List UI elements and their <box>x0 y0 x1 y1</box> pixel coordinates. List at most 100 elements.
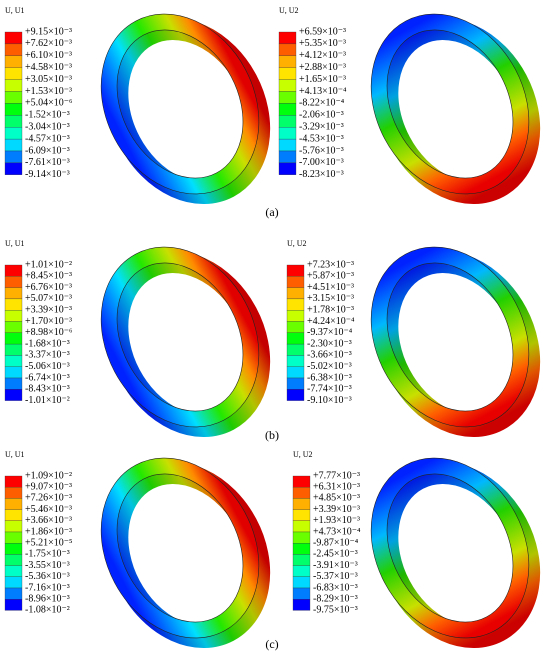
legend-value: +6.10×10⁻³ <box>25 50 72 61</box>
legend-swatch <box>278 67 297 80</box>
legend-value: -5.02×10⁻³ <box>307 361 352 372</box>
legend-value: -7.74×10⁻³ <box>307 384 352 395</box>
legend-value: +4.73×10⁻⁴ <box>313 526 361 537</box>
legend-value: -3.29×10⁻³ <box>299 121 344 132</box>
legend-value: -7.00×10⁻³ <box>299 157 344 168</box>
legend-value: +1.86×10⁻³ <box>25 526 72 537</box>
legend-swatch <box>4 103 23 116</box>
ring-top <box>101 13 259 195</box>
legend-swatch <box>4 31 23 45</box>
legend-value: -2.45×10⁻³ <box>313 549 358 560</box>
legend-value: +1.78×10⁻³ <box>307 304 354 315</box>
legend-value: +1.53×10⁻³ <box>25 86 72 97</box>
legend-swatch <box>292 565 311 577</box>
legend-title: U, U2 <box>287 239 307 248</box>
ring <box>100 457 271 648</box>
legend-swatch <box>4 565 23 577</box>
legend-value: -1.52×10⁻³ <box>25 110 70 121</box>
legend-swatch <box>4 475 23 488</box>
legend-swatch <box>292 587 311 600</box>
legend-swatch <box>286 366 305 379</box>
legend-swatch <box>4 377 23 390</box>
legend-swatch <box>4 79 23 92</box>
ring-edge <box>370 246 530 428</box>
legend-value: -5.37×10⁻³ <box>313 571 358 582</box>
legend-swatch <box>4 509 23 521</box>
legend-value: +4.51×10⁻³ <box>307 282 354 293</box>
ring-top <box>371 246 529 428</box>
legend-swatch <box>4 531 23 544</box>
legend-swatch <box>4 343 23 356</box>
ring-edge <box>100 13 260 195</box>
ring-edge <box>386 29 514 179</box>
legend-value: +5.35×10⁻³ <box>299 38 346 49</box>
legend-swatch <box>286 343 305 356</box>
legend-value: -3.55×10⁻³ <box>25 560 70 571</box>
legend-value: +1.01×10⁻² <box>25 259 72 270</box>
legend-value: +7.23×10⁻³ <box>307 259 354 270</box>
legend-value: +3.39×10⁻³ <box>313 504 360 515</box>
legend-swatch <box>292 531 311 544</box>
ring-edge <box>386 262 514 412</box>
ring-top <box>101 246 259 428</box>
legend-value: +5.21×10⁻⁵ <box>25 537 73 548</box>
legend-swatch <box>4 91 23 104</box>
legend-swatch <box>286 264 305 277</box>
legend-value: +4.12×10⁻³ <box>299 50 346 61</box>
panel-label: (b) <box>265 428 279 442</box>
legend-swatch <box>292 599 311 611</box>
legend-value: -8.23×10⁻³ <box>299 169 344 180</box>
legend-value: +7.62×10⁻³ <box>25 38 72 49</box>
legend-value: -3.37×10⁻³ <box>25 350 70 361</box>
legend-title: U, U2 <box>279 6 299 15</box>
legend-swatch <box>286 321 305 333</box>
legend-value: +1.70×10⁻³ <box>25 316 72 327</box>
legend-value: +3.05×10⁻³ <box>25 74 72 85</box>
legend-value: -3.91×10⁻³ <box>313 560 358 571</box>
legend-swatch <box>4 389 23 401</box>
legend-swatch <box>278 79 297 92</box>
ring-edge <box>370 13 530 195</box>
legend-swatch <box>4 520 23 533</box>
legend-swatch <box>292 554 311 566</box>
legend-swatch <box>286 355 305 367</box>
legend-swatch <box>4 115 23 128</box>
legend-swatch <box>292 475 311 488</box>
legend-value: +3.66×10⁻³ <box>25 515 72 526</box>
legend-value: -6.09×10⁻³ <box>25 145 70 156</box>
legend-swatch <box>278 115 297 128</box>
legend-swatch <box>292 543 311 555</box>
legend-value: +9.15×10⁻³ <box>25 26 72 37</box>
legend-value: -2.06×10⁻³ <box>299 110 344 121</box>
legend-swatch <box>4 487 23 499</box>
ring-edge <box>370 457 530 639</box>
legend-swatch <box>286 310 305 322</box>
legend-value: +5.07×10⁻³ <box>25 293 72 304</box>
legend-value: +4.24×10⁻⁴ <box>307 316 355 327</box>
ring-edge <box>100 246 260 428</box>
legend-swatch <box>292 498 311 510</box>
ring-edge <box>386 473 514 623</box>
legend-swatch <box>286 287 305 300</box>
legend-value: -8.43×10⁻³ <box>25 384 70 395</box>
ring-top <box>371 457 529 639</box>
legend-value: +8.45×10⁻³ <box>25 271 72 282</box>
legend-value: -4.57×10⁻³ <box>25 133 70 144</box>
legend-swatch <box>4 554 23 566</box>
legend-value: -9.75×10⁻³ <box>313 605 358 616</box>
legend-value: -3.04×10⁻³ <box>25 121 70 132</box>
legend-swatch <box>292 487 311 499</box>
ring-top <box>371 13 529 195</box>
legend-value: -9.10×10⁻³ <box>307 395 352 406</box>
legend-value: +7.77×10⁻³ <box>313 470 360 481</box>
legend-swatch <box>4 310 23 322</box>
legend-swatch <box>292 509 311 521</box>
ring <box>370 13 541 204</box>
ring-edge <box>116 262 244 412</box>
legend-swatch <box>4 599 23 611</box>
legend-swatch <box>4 162 23 175</box>
legend-value: +5.04×10⁻⁶ <box>25 98 73 109</box>
legend-value: -5.76×10⁻³ <box>299 145 344 156</box>
legend-value: -1.75×10⁻³ <box>25 549 70 560</box>
legend-swatch <box>278 162 297 175</box>
